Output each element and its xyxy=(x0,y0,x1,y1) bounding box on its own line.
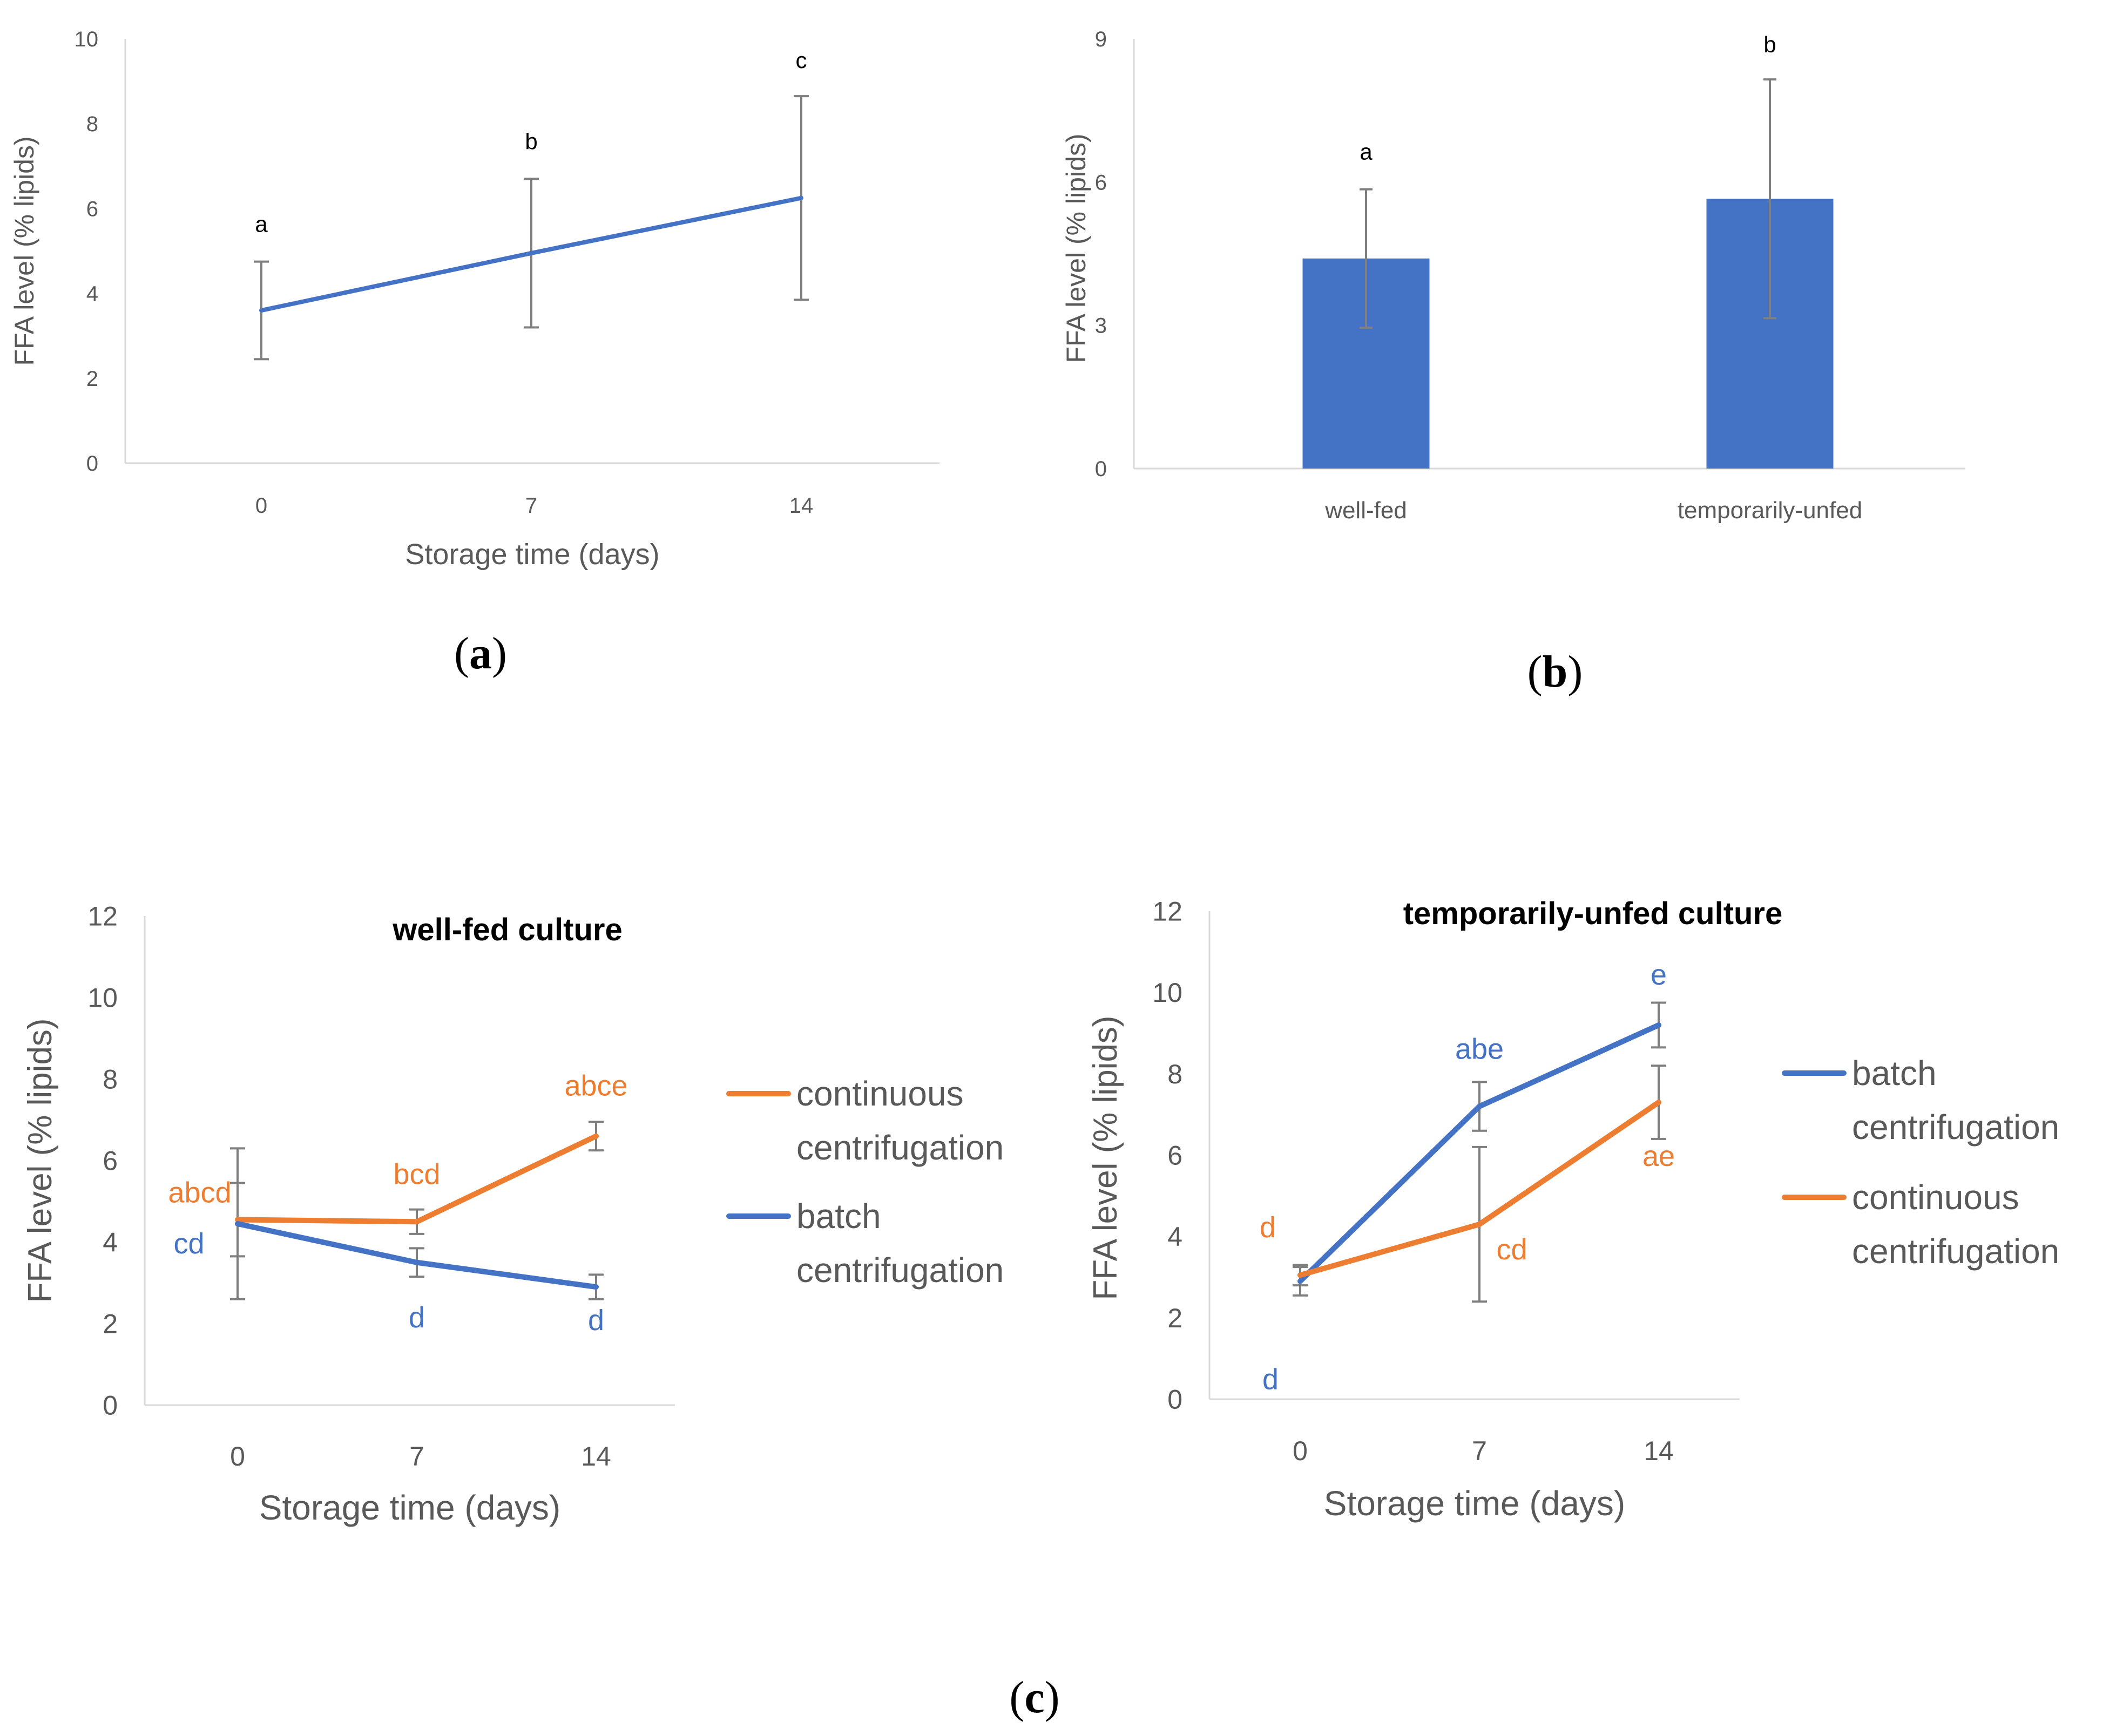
y-tick-label: 10 xyxy=(1152,978,1182,1008)
y-axis-title: FFA level (% lipids) xyxy=(1061,133,1091,363)
chart-c-temporarily-unfed-line: 0 2 4 6 8 10 12 0 7 14 Storage time (days) FFA leve… xyxy=(1087,896,2059,1523)
legend-label: centrifugation xyxy=(1852,1232,2059,1271)
panel-label-c: (c) xyxy=(1009,1672,1059,1723)
panel-label-b-letter: b xyxy=(1543,647,1568,697)
y-tick-label: 3 xyxy=(1095,314,1107,338)
significance-label: e xyxy=(1651,959,1667,991)
legend-label: centrifugation xyxy=(796,1251,1004,1290)
panel-label-a: (a) xyxy=(454,628,507,679)
y-tick-label: 4 xyxy=(1167,1222,1182,1252)
y-tick-label: 4 xyxy=(103,1228,118,1258)
panel-label-a-letter: a xyxy=(469,628,492,679)
significance-label: d xyxy=(409,1301,425,1334)
x-tick-label: 7 xyxy=(1472,1436,1487,1466)
y-tick-label: 6 xyxy=(103,1146,118,1176)
y-tick-label: 10 xyxy=(87,983,118,1013)
x-tick-label: 7 xyxy=(409,1441,424,1471)
y-axis-title: FFA level (% lipids) xyxy=(22,1018,59,1303)
x-tick-label: 0 xyxy=(230,1441,245,1471)
x-tick-label: 0 xyxy=(1293,1436,1308,1466)
chart-title: well-fed culture xyxy=(392,912,622,947)
y-tick-label: 8 xyxy=(1167,1059,1182,1089)
legend-label: centrifugation xyxy=(796,1128,1004,1167)
significance-label: a xyxy=(255,212,268,237)
significance-label: a xyxy=(1360,139,1373,165)
y-tick-label: 8 xyxy=(103,1064,118,1095)
significance-label: bcd xyxy=(393,1158,440,1190)
series-line-batch xyxy=(1297,1022,1661,1284)
significance-label: b xyxy=(1763,32,1776,57)
x-tick-label: 7 xyxy=(525,494,537,518)
legend-label: batch xyxy=(796,1197,881,1236)
legend-label: continuous xyxy=(796,1074,964,1113)
series-line-continuous xyxy=(235,1133,599,1225)
panel-label-b: (b) xyxy=(1527,647,1583,697)
significance-label: cd xyxy=(173,1228,204,1260)
significance-label: abce xyxy=(564,1070,627,1102)
x-axis-title: Storage time (days) xyxy=(1324,1484,1625,1523)
y-tick-label: 12 xyxy=(1152,897,1182,927)
chart-a-storage-time-line: 0 2 4 6 8 10 0 7 14 Storage time (days) FFA level … xyxy=(9,28,939,571)
x-tick-label: 14 xyxy=(789,494,814,518)
legend-label: continuous xyxy=(1852,1178,2019,1217)
x-tick-label: temporarily-unfed xyxy=(1678,497,1862,524)
y-tick-label: 6 xyxy=(1095,171,1107,194)
chart-c-well-fed-line: 0 2 4 6 8 10 12 0 7 14 Storage time (days) FFA leve… xyxy=(22,901,1004,1528)
significance-label: d xyxy=(1262,1364,1279,1396)
y-tick-label: 6 xyxy=(86,197,98,221)
y-tick-label: 4 xyxy=(86,282,98,306)
series-line-continuous xyxy=(1297,1100,1661,1278)
y-axis-title: FFA level (% lipids) xyxy=(1087,1015,1124,1300)
x-tick-label: well-fed xyxy=(1324,497,1407,524)
significance-label: d xyxy=(1260,1211,1276,1244)
y-tick-label: 0 xyxy=(86,452,98,476)
y-tick-label: 10 xyxy=(75,28,99,51)
y-tick-label: 8 xyxy=(86,112,98,136)
x-axis-title: Storage time (days) xyxy=(259,1488,560,1527)
y-tick-label: 2 xyxy=(103,1309,118,1339)
significance-label: c xyxy=(796,48,807,73)
significance-label: abe xyxy=(1455,1033,1504,1066)
y-tick-label: 12 xyxy=(87,901,118,932)
y-tick-label: 0 xyxy=(1167,1385,1182,1415)
x-tick-label: 14 xyxy=(581,1441,611,1471)
y-axis-title: FFA level (% lipids) xyxy=(9,136,39,365)
series-line-ffa xyxy=(259,195,803,313)
panel-label-c-letter: c xyxy=(1024,1672,1044,1723)
y-tick-label: 2 xyxy=(1167,1303,1182,1333)
chart-b-feeding-bar: 0 3 6 9 well-fed temporarily-unfed FFA level (… xyxy=(1061,28,1965,524)
legend-label: centrifugation xyxy=(1852,1108,2059,1147)
y-tick-label: 6 xyxy=(1167,1141,1182,1171)
y-tick-label: 2 xyxy=(86,367,98,391)
significance-label: d xyxy=(588,1304,604,1337)
series-line-batch xyxy=(235,1221,599,1290)
x-axis-title: Storage time (days) xyxy=(405,538,659,571)
y-tick-label: 0 xyxy=(1095,457,1107,481)
significance-label: b xyxy=(525,128,537,154)
legend-label: batch xyxy=(1852,1054,1937,1093)
significance-label: ae xyxy=(1642,1140,1675,1172)
y-tick-label: 0 xyxy=(103,1391,118,1421)
x-tick-label: 14 xyxy=(1644,1436,1674,1466)
significance-label: abcd xyxy=(168,1176,231,1209)
y-tick-label: 9 xyxy=(1095,28,1107,51)
significance-label: cd xyxy=(1496,1233,1527,1266)
x-tick-label: 0 xyxy=(255,494,267,518)
chart-title: temporarily-unfed culture xyxy=(1403,896,1783,931)
